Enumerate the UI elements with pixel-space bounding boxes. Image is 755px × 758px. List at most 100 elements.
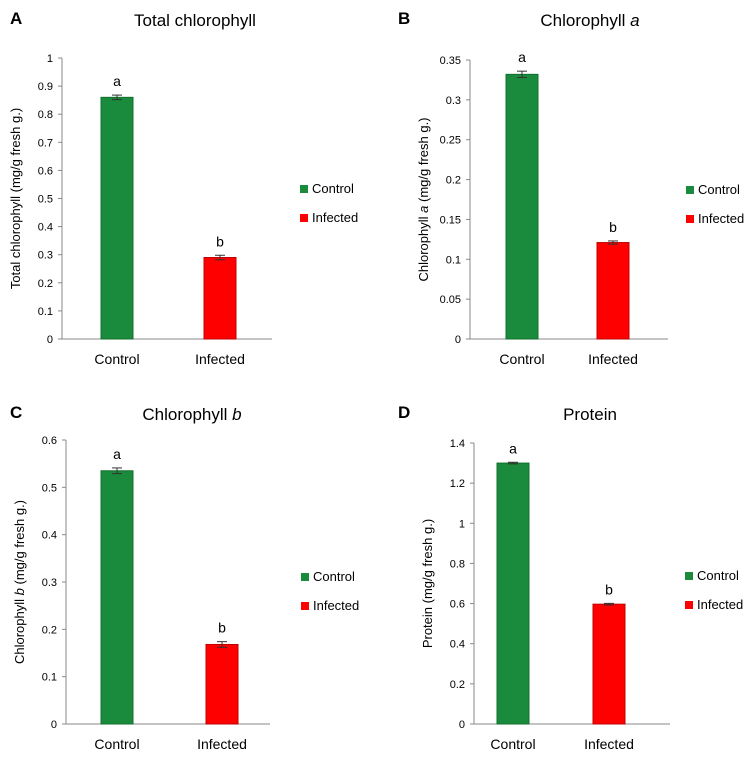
y-tick-label: 0.3 <box>446 95 461 107</box>
legend-swatch <box>301 602 309 610</box>
y-tick-label: 0 <box>51 719 57 731</box>
bar-infected <box>205 643 239 725</box>
significance-letter: b <box>218 620 226 636</box>
significance-letter: a <box>113 446 121 462</box>
y-tick-label: 0 <box>47 334 53 346</box>
bar-control <box>100 470 134 725</box>
significance-letter: b <box>216 233 224 249</box>
y-tick-label: 0.5 <box>38 194 53 206</box>
significance-letter: a <box>509 440 517 456</box>
legend-label: Control <box>698 182 740 197</box>
y-tick-label: 1 <box>47 53 53 65</box>
chart-title-text: Chlorophyll <box>142 405 232 424</box>
y-tick-label: 0.8 <box>450 558 465 570</box>
chart-title: Total chlorophyll <box>134 11 256 30</box>
y-tick-label: 0.7 <box>38 137 53 149</box>
y-tick-label: 0.05 <box>440 294 461 306</box>
y-tick-label: 1.2 <box>450 478 465 490</box>
y-axis-label-unit: (mg/g fresh g.) <box>8 108 23 196</box>
y-tick-label: 0.2 <box>446 175 461 187</box>
y-axis-label-text: Protein (mg/g fresh g.) <box>420 519 435 648</box>
significance-letter: a <box>113 73 121 89</box>
chart-title-text: Total chlorophyll <box>134 11 256 30</box>
y-tick-label: 0.6 <box>38 165 53 177</box>
y-axis-label-text: Total chlorophyll <box>8 196 23 289</box>
y-axis-label-text: Chlorophyll <box>416 213 431 282</box>
y-tick-label: 0.35 <box>440 55 461 67</box>
chart-title-text: Protein <box>563 405 617 424</box>
legend-label: Infected <box>313 598 359 613</box>
chart-panel-b: B Chlorophyll a 0 0.05 0.1 0.15 0.2 0.25 0.3 0.35… <box>398 9 744 367</box>
y-axis-label-unit: (mg/g fresh g.) <box>12 500 27 588</box>
bar-control <box>496 462 530 725</box>
y-axis-label-italic: a <box>416 206 431 213</box>
legend-swatch <box>685 572 693 580</box>
x-tick-label: Infected <box>588 351 638 367</box>
bar-infected <box>592 603 626 725</box>
y-axis-label-text: Chlorophyll <box>12 595 27 664</box>
y-tick-label: 0.2 <box>42 624 57 636</box>
y-tick-label: 1 <box>459 518 465 530</box>
y-tick-label: 0 <box>459 719 465 731</box>
y-tick-label: 0.4 <box>450 639 465 651</box>
panel-letter: A <box>10 9 22 28</box>
y-axis-label: Chlorophyll b (mg/g fresh g.) <box>12 500 27 664</box>
x-tick-label: Control <box>94 351 139 367</box>
y-axis-label: Total chlorophyll (mg/g fresh g.) <box>8 108 23 289</box>
chart-title-text: Chlorophyll <box>540 11 630 30</box>
legend-label: Control <box>697 568 739 583</box>
chart-panel-c: C Chlorophyll b 0 0.1 0.2 0.3 0.4 0.5 0.6 Chlorop… <box>10 403 359 752</box>
panel-letter: D <box>398 403 410 422</box>
chart-title-italic: a <box>630 11 639 30</box>
x-tick-label: Infected <box>197 736 247 752</box>
y-tick-label: 0.8 <box>38 109 53 121</box>
y-tick-label: 0.1 <box>446 254 461 266</box>
legend-swatch <box>301 573 309 581</box>
legend-swatch <box>300 185 308 193</box>
chart-title: Protein <box>563 405 617 424</box>
x-tick-label: Control <box>490 736 535 752</box>
chart-title-italic: b <box>232 405 241 424</box>
legend-label: Infected <box>312 210 358 225</box>
x-tick-label: Control <box>94 736 139 752</box>
chart-panel-a: A Total chlorophyll 0 0.1 0.2 0.3 0.4 0.5 0.6 0.7… <box>8 9 358 367</box>
y-tick-label: 0.6 <box>450 599 465 611</box>
y-axis-label: Chlorophyll a (mg/g fresh g.) <box>416 117 431 281</box>
y-axis-label-italic: b <box>12 588 27 595</box>
x-tick-label: Infected <box>584 736 634 752</box>
y-tick-label: 0.1 <box>42 672 57 684</box>
bar-infected <box>596 242 630 340</box>
y-tick-label: 0.3 <box>42 577 57 589</box>
y-tick-label: 0 <box>455 334 461 346</box>
bar-control <box>505 73 539 340</box>
y-tick-label: 0.15 <box>440 214 461 226</box>
y-tick-label: 0.6 <box>42 435 57 447</box>
legend-swatch <box>686 215 694 223</box>
significance-letter: b <box>605 581 613 597</box>
y-tick-label: 0.25 <box>440 135 461 147</box>
legend-swatch <box>300 214 308 222</box>
legend-label: Infected <box>698 211 744 226</box>
chart-panel-d: D Protein 0 0.2 0.4 0.6 0.8 1 1.2 1.4 Protein (mg/… <box>398 403 743 752</box>
significance-letter: b <box>609 219 617 235</box>
bar-infected <box>203 257 237 340</box>
chart-title: Chlorophyll a <box>540 11 639 30</box>
y-tick-label: 0.4 <box>38 222 53 234</box>
y-tick-label: 0.2 <box>38 278 53 290</box>
x-tick-label: Control <box>499 351 544 367</box>
y-tick-label: 1.4 <box>450 438 465 450</box>
y-tick-label: 0.9 <box>38 81 53 93</box>
y-tick-label: 0.5 <box>42 482 57 494</box>
y-tick-label: 0.3 <box>38 250 53 262</box>
panel-letter: C <box>10 403 22 422</box>
y-tick-label: 0.2 <box>450 679 465 691</box>
x-tick-label: Infected <box>195 351 245 367</box>
legend-label: Control <box>312 181 354 196</box>
chart-title: Chlorophyll b <box>142 405 241 424</box>
y-axis-label: Protein (mg/g fresh g.) <box>420 519 435 648</box>
significance-letter: a <box>518 49 526 65</box>
y-tick-label: 0.1 <box>38 306 53 318</box>
y-axis-label-unit: (mg/g fresh g.) <box>416 117 431 205</box>
legend-swatch <box>686 186 694 194</box>
